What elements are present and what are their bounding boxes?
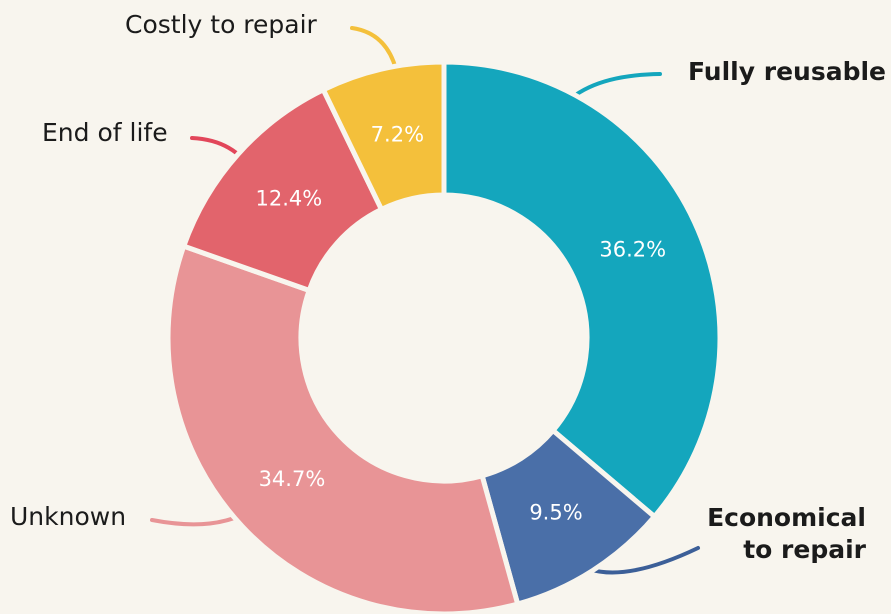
segment bbox=[441, 59, 723, 521]
value-label: 9.5% bbox=[529, 500, 582, 524]
category-label: Unknown bbox=[10, 502, 127, 531]
value-label: 36.2% bbox=[599, 238, 666, 262]
value-label: 34.7% bbox=[259, 467, 326, 491]
category-label: Costly to repair bbox=[125, 10, 317, 39]
category-label: Fully reusable bbox=[687, 57, 886, 86]
segments bbox=[165, 59, 723, 614]
category-label: End of life bbox=[42, 118, 168, 147]
category-label: Economical to repair bbox=[707, 503, 866, 564]
value-label: 12.4% bbox=[255, 186, 322, 210]
segment bbox=[320, 59, 447, 213]
segment bbox=[165, 242, 521, 614]
value-label: 7.2% bbox=[371, 122, 424, 146]
